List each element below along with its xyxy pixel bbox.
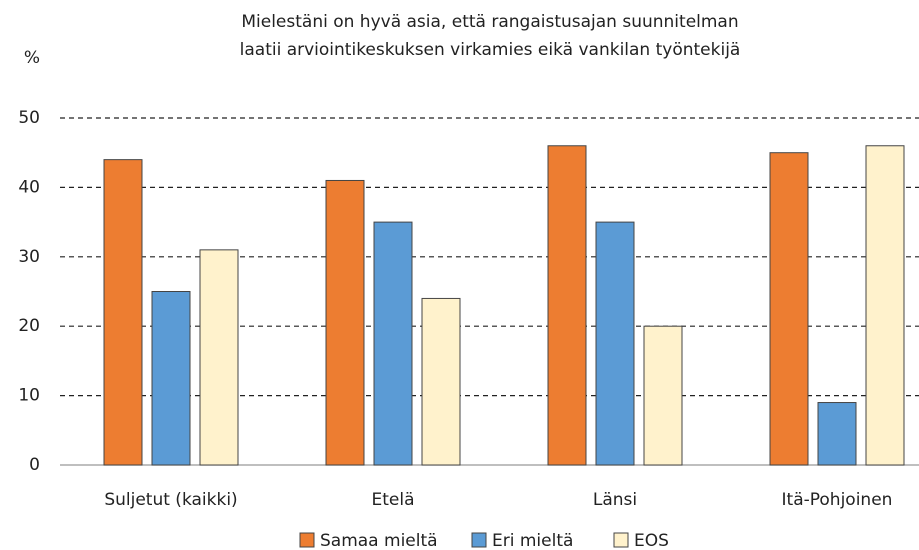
legend-swatch bbox=[299, 532, 315, 548]
bar bbox=[103, 159, 143, 466]
bar bbox=[325, 179, 365, 466]
bar bbox=[199, 249, 239, 466]
y-tick-label: 30 bbox=[18, 247, 40, 267]
legend-swatch bbox=[471, 532, 487, 548]
legend-label: Eri mieltä bbox=[492, 531, 573, 550]
y-tick-label: 0 bbox=[29, 455, 40, 475]
y-tick-label: 20 bbox=[18, 316, 40, 336]
x-tick-label: Länsi bbox=[593, 490, 637, 510]
x-tick-label: Suljetut (kaikki) bbox=[104, 490, 237, 510]
bar bbox=[151, 291, 191, 466]
bar bbox=[769, 152, 809, 466]
x-tick-label: Itä-Pohjoinen bbox=[782, 490, 893, 510]
legend-label: Samaa mieltä bbox=[320, 531, 438, 550]
x-tick-label: Etelä bbox=[371, 490, 414, 510]
y-tick-label: 40 bbox=[18, 177, 40, 197]
y-tick-label: 50 bbox=[18, 108, 40, 128]
bar bbox=[547, 145, 587, 466]
y-axis-label: % bbox=[24, 48, 40, 68]
chart-title: Mielestäni on hyvä asia, että rangaistus… bbox=[241, 12, 738, 32]
bar bbox=[865, 145, 905, 466]
bar bbox=[595, 221, 635, 466]
legend-label: EOS bbox=[634, 531, 669, 550]
legend-swatch bbox=[613, 532, 629, 548]
bar bbox=[643, 325, 683, 466]
bar bbox=[421, 297, 461, 466]
bar bbox=[817, 402, 857, 466]
chart-title: laatii arviointikeskuksen virkamies eikä… bbox=[240, 40, 741, 60]
y-tick-label: 10 bbox=[18, 386, 40, 406]
bar bbox=[373, 221, 413, 466]
